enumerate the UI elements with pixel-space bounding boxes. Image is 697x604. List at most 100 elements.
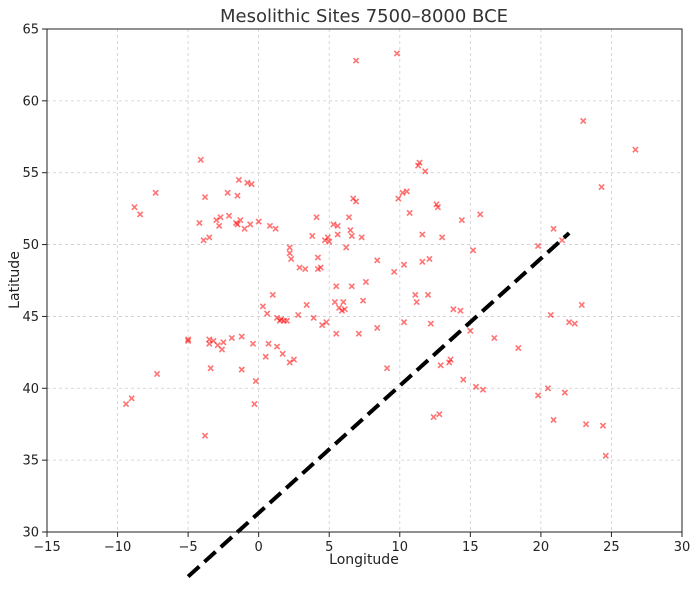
data-point [347, 227, 354, 234]
data-point [206, 340, 213, 347]
data-point [348, 283, 355, 290]
data-point [238, 366, 245, 373]
data-point [632, 146, 639, 153]
data-point [303, 301, 310, 309]
data-point [352, 57, 360, 64]
data-point [437, 362, 444, 369]
data-point [259, 303, 267, 310]
y-tick-label: 45 [22, 310, 39, 325]
data-point [218, 346, 226, 353]
data-point [228, 334, 236, 342]
data-point [196, 219, 203, 227]
data-point [580, 117, 587, 125]
data-point [128, 395, 135, 402]
data-point [430, 413, 437, 421]
y-tick-label: 40 [22, 382, 39, 397]
data-point [310, 314, 317, 322]
data-point [286, 250, 293, 257]
data-point [436, 410, 443, 418]
data-point [434, 204, 442, 211]
data-point [197, 156, 204, 163]
data-point [324, 234, 331, 241]
data-point [200, 237, 207, 244]
data-point [571, 320, 578, 327]
data-point [296, 264, 303, 271]
data-point [302, 265, 309, 273]
data-point [317, 264, 324, 271]
data-point [438, 234, 446, 241]
data-point [334, 231, 341, 238]
data-point [235, 176, 243, 184]
data-point [319, 321, 326, 329]
chart-title: Mesolithic Sites 7500–8000 BCE [220, 6, 508, 27]
x-tick-label: −15 [33, 540, 60, 555]
data-point [122, 400, 130, 408]
data-point [599, 422, 607, 429]
data-point [206, 234, 213, 241]
data-point [491, 334, 498, 342]
data-point [249, 340, 257, 347]
data-point [544, 385, 552, 392]
data-point [136, 211, 144, 218]
data-point [238, 333, 245, 340]
data-point [426, 255, 433, 263]
data-point [247, 221, 254, 228]
x-tick-label: 5 [325, 540, 333, 555]
data-point [550, 225, 557, 232]
data-point [450, 306, 457, 313]
data-point [358, 234, 365, 241]
x-tick-label: 30 [674, 540, 691, 555]
data-point [283, 317, 291, 324]
data-point [355, 330, 363, 337]
data-point [255, 218, 262, 225]
data-point [383, 365, 391, 372]
data-point [400, 319, 408, 326]
data-point [225, 212, 233, 219]
data-points [122, 50, 639, 459]
data-point [334, 222, 341, 230]
data-point [477, 211, 484, 218]
data-point [273, 343, 281, 350]
data-point [422, 168, 429, 175]
x-tick-label: 15 [462, 540, 479, 555]
data-point [390, 268, 398, 276]
data-point [287, 255, 295, 263]
data-point [295, 311, 302, 319]
data-point [399, 189, 406, 196]
data-point [345, 214, 353, 221]
data-point [314, 254, 322, 261]
data-point [323, 319, 330, 326]
data-point [279, 350, 286, 357]
data-point [469, 247, 477, 254]
data-point [578, 301, 585, 309]
data-point [340, 298, 347, 306]
trend-line-group [186, 231, 571, 579]
data-point [251, 400, 258, 408]
data-point [265, 340, 272, 347]
data-point [362, 278, 370, 286]
data-point [352, 198, 360, 205]
data-point [467, 327, 474, 334]
data-point [427, 320, 434, 327]
data-point [534, 392, 542, 399]
data-point [348, 232, 355, 240]
y-tick-label: 50 [22, 238, 39, 253]
data-point [215, 222, 223, 230]
y-axis-label: Latitude [7, 251, 23, 309]
x-tick-label: 20 [533, 540, 550, 555]
data-point [413, 298, 420, 306]
data-point [550, 416, 557, 424]
data-point [244, 179, 251, 186]
data-point [457, 307, 464, 314]
data-point [582, 421, 590, 428]
data-point [269, 291, 276, 299]
data-point [330, 221, 337, 228]
data-point [263, 310, 271, 317]
data-point [547, 311, 554, 319]
x-tick-label: −5 [179, 540, 198, 555]
y-axis-ticks: 30 35 40 45 50 55 60 65 [22, 23, 47, 541]
y-tick-label: 60 [22, 94, 39, 109]
data-point [403, 188, 410, 195]
data-point [342, 244, 350, 251]
